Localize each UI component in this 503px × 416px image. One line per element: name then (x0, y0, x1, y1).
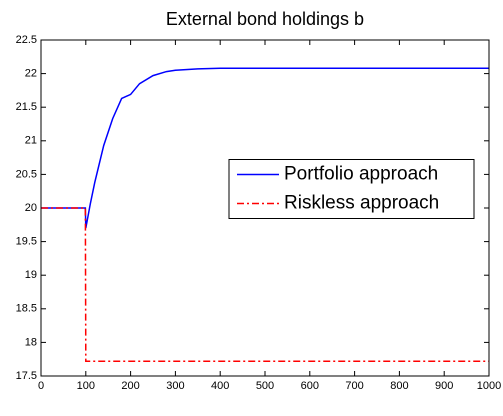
x-tick-label: 1000 (477, 380, 501, 392)
y-tick-label: 17.5 (16, 370, 37, 382)
y-tick-label: 20.5 (16, 168, 37, 180)
x-tick-label: 800 (390, 380, 408, 392)
plot-frame (40, 39, 490, 377)
y-tick-label: 19 (25, 269, 37, 281)
legend-label: Riskless approach (284, 193, 439, 214)
y-tick-label: 22.5 (16, 34, 37, 46)
y-tick-label: 21 (25, 135, 37, 147)
series-line (41, 207, 489, 362)
y-tick-label: 20 (25, 202, 37, 214)
x-tick-label: 400 (211, 380, 229, 392)
y-tick-label: 21.5 (16, 101, 37, 113)
x-tick-label: 0 (38, 380, 44, 392)
x-tick-label: 300 (166, 380, 184, 392)
x-tick-label: 100 (77, 380, 95, 392)
chart-title: External bond holdings b (166, 9, 364, 29)
series-line (41, 67, 489, 229)
y-tick-label: 19.5 (16, 236, 37, 248)
y-tick-label: 18 (25, 336, 37, 348)
x-tick-label: 500 (256, 380, 274, 392)
x-tick-label: 600 (301, 380, 319, 392)
x-tick-label: 200 (121, 380, 139, 392)
legend-box (228, 159, 475, 219)
x-tick-label: 700 (345, 380, 363, 392)
legend-label: Portfolio approach (284, 164, 438, 185)
x-tick-label: 900 (435, 380, 453, 392)
y-tick-label: 22 (25, 68, 37, 80)
y-tick-label: 18.5 (16, 303, 37, 315)
